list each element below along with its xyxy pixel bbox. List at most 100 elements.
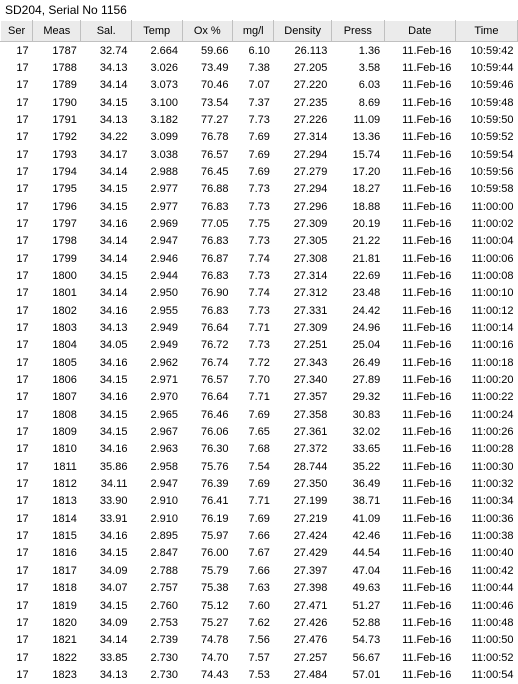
- table-row[interactable]: 17180734.162.97076.647.7127.35729.3211.F…: [1, 389, 518, 406]
- cell: 1819: [33, 597, 81, 614]
- cell: 1800: [33, 267, 81, 284]
- cell: 17: [1, 458, 33, 475]
- cell: 7.73: [233, 267, 274, 284]
- table-row[interactable]: 17180634.152.97176.577.7027.34027.8911.F…: [1, 372, 518, 389]
- cell: 35.22: [331, 458, 384, 475]
- col-temp[interactable]: Temp: [131, 21, 182, 42]
- cell: 7.74: [233, 285, 274, 302]
- table-row[interactable]: 17181634.152.84776.007.6727.42944.5411.F…: [1, 545, 518, 562]
- cell: 27.357: [274, 389, 331, 406]
- cell: 33.90: [81, 493, 132, 510]
- table-row[interactable]: 17179534.152.97776.887.7327.29418.2711.F…: [1, 181, 518, 198]
- cell: 2.958: [131, 458, 182, 475]
- cell: 2.739: [131, 632, 182, 649]
- cell: 1807: [33, 389, 81, 406]
- cell: 6.10: [233, 42, 274, 60]
- table-row[interactable]: 17179434.142.98876.457.6927.27917.2011.F…: [1, 163, 518, 180]
- table-row[interactable]: 17178934.143.07370.467.0727.2206.0311.Fe…: [1, 77, 518, 94]
- table-row[interactable]: 17181135.862.95875.767.5428.74435.2211.F…: [1, 458, 518, 475]
- cell: 76.83: [182, 233, 233, 250]
- cell: 11.Feb-16: [384, 302, 455, 319]
- table-row[interactable]: 17180934.152.96776.067.6527.36132.0211.F…: [1, 424, 518, 441]
- cell: 11:00:14: [455, 320, 517, 337]
- cell: 75.76: [182, 458, 233, 475]
- table-row[interactable]: 17181934.152.76075.127.6027.47151.2711.F…: [1, 597, 518, 614]
- cell: 7.63: [233, 580, 274, 597]
- cell: 17: [1, 233, 33, 250]
- table-row[interactable]: 17179134.133.18277.277.7327.22611.0911.F…: [1, 111, 518, 128]
- cell: 18.27: [331, 181, 384, 198]
- cell: 34.15: [81, 545, 132, 562]
- table-row[interactable]: 17180234.162.95576.837.7327.33124.4211.F…: [1, 302, 518, 319]
- cell: 1815: [33, 528, 81, 545]
- cell: 11:00:02: [455, 215, 517, 232]
- cell: 2.788: [131, 562, 182, 579]
- cell: 41.09: [331, 510, 384, 527]
- table-row[interactable]: 17180134.142.95076.907.7427.31223.4811.F…: [1, 285, 518, 302]
- table-row[interactable]: 17180434.052.94976.727.7327.25125.0411.F…: [1, 337, 518, 354]
- table-row[interactable]: 17180834.152.96576.467.6927.35830.8311.F…: [1, 406, 518, 423]
- cell: 34.13: [81, 666, 132, 683]
- col-den[interactable]: Density: [274, 21, 331, 42]
- table-row[interactable]: 17179834.142.94776.837.7327.30521.2211.F…: [1, 233, 518, 250]
- table-row[interactable]: 17179634.152.97776.837.7327.29618.8811.F…: [1, 198, 518, 215]
- cell: 1811: [33, 458, 81, 475]
- table-row[interactable]: 17179234.223.09976.787.6927.31413.3611.F…: [1, 129, 518, 146]
- table-row[interactable]: 17181534.162.89575.977.6627.42442.4611.F…: [1, 528, 518, 545]
- cell: 11.Feb-16: [384, 597, 455, 614]
- table-row[interactable]: 17181433.912.91076.197.6927.21941.0911.F…: [1, 510, 518, 527]
- cell: 2.910: [131, 510, 182, 527]
- cell: 3.026: [131, 59, 182, 76]
- cell: 17: [1, 528, 33, 545]
- table-row[interactable]: 17179734.162.96977.057.7527.30920.1911.F…: [1, 215, 518, 232]
- col-time[interactable]: Time: [455, 21, 517, 42]
- table-row[interactable]: 17181034.162.96376.307.6827.37233.6511.F…: [1, 441, 518, 458]
- table-row[interactable]: 17182134.142.73974.787.5627.47654.7311.F…: [1, 632, 518, 649]
- col-ox[interactable]: Ox %: [182, 21, 233, 42]
- col-sal[interactable]: Sal.: [81, 21, 132, 42]
- table-row[interactable]: 17182334.132.73074.437.5327.48457.0111.F…: [1, 666, 518, 683]
- cell: 11.Feb-16: [384, 649, 455, 666]
- col-ser[interactable]: Ser: [1, 21, 33, 42]
- table-row[interactable]: 17181333.902.91076.417.7127.19938.7111.F…: [1, 493, 518, 510]
- cell: 11.Feb-16: [384, 320, 455, 337]
- table-row[interactable]: 17181834.072.75775.387.6327.39849.6311.F…: [1, 580, 518, 597]
- cell: 11:00:42: [455, 562, 517, 579]
- table-row[interactable]: 17182233.852.73074.707.5727.25756.6711.F…: [1, 649, 518, 666]
- cell: 1806: [33, 372, 81, 389]
- col-date[interactable]: Date: [384, 21, 455, 42]
- cell: 76.30: [182, 441, 233, 458]
- cell: 7.75: [233, 215, 274, 232]
- table-row[interactable]: 17181234.112.94776.397.6927.35036.4911.F…: [1, 476, 518, 493]
- table-row[interactable]: 17180334.132.94976.647.7127.30924.9611.F…: [1, 320, 518, 337]
- cell: 34.17: [81, 146, 132, 163]
- cell: 11:00:28: [455, 441, 517, 458]
- cell: 17: [1, 302, 33, 319]
- col-press[interactable]: Press: [331, 21, 384, 42]
- cell: 21.22: [331, 233, 384, 250]
- cell: 3.100: [131, 94, 182, 111]
- table-row[interactable]: 17181734.092.78875.797.6627.39747.0411.F…: [1, 562, 518, 579]
- table-row[interactable]: 17179034.153.10073.547.3727.2358.6911.Fe…: [1, 94, 518, 111]
- cell: 8.69: [331, 94, 384, 111]
- table-row[interactable]: 17179334.173.03876.577.6927.29415.7411.F…: [1, 146, 518, 163]
- table-row[interactable]: 17178834.133.02673.497.3827.2053.5811.Fe…: [1, 59, 518, 76]
- cell: 17: [1, 94, 33, 111]
- cell: 11.Feb-16: [384, 77, 455, 94]
- cell: 2.944: [131, 267, 182, 284]
- cell: 21.81: [331, 250, 384, 267]
- cell: 34.15: [81, 597, 132, 614]
- cell: 38.71: [331, 493, 384, 510]
- table-row[interactable]: 17178732.742.66459.666.1026.1131.3611.Fe…: [1, 42, 518, 60]
- col-mgl[interactable]: mg/l: [233, 21, 274, 42]
- col-meas[interactable]: Meas: [33, 21, 81, 42]
- table-row[interactable]: 17179934.142.94676.877.7427.30821.8111.F…: [1, 250, 518, 267]
- cell: 27.358: [274, 406, 331, 423]
- table-row[interactable]: 17180034.152.94476.837.7327.31422.6911.F…: [1, 267, 518, 284]
- cell: 2.977: [131, 181, 182, 198]
- cell: 49.63: [331, 580, 384, 597]
- cell: 33.65: [331, 441, 384, 458]
- cell: 11:00:18: [455, 354, 517, 371]
- table-row[interactable]: 17182034.092.75375.277.6227.42652.8811.F…: [1, 614, 518, 631]
- table-row[interactable]: 17180534.162.96276.747.7227.34326.4911.F…: [1, 354, 518, 371]
